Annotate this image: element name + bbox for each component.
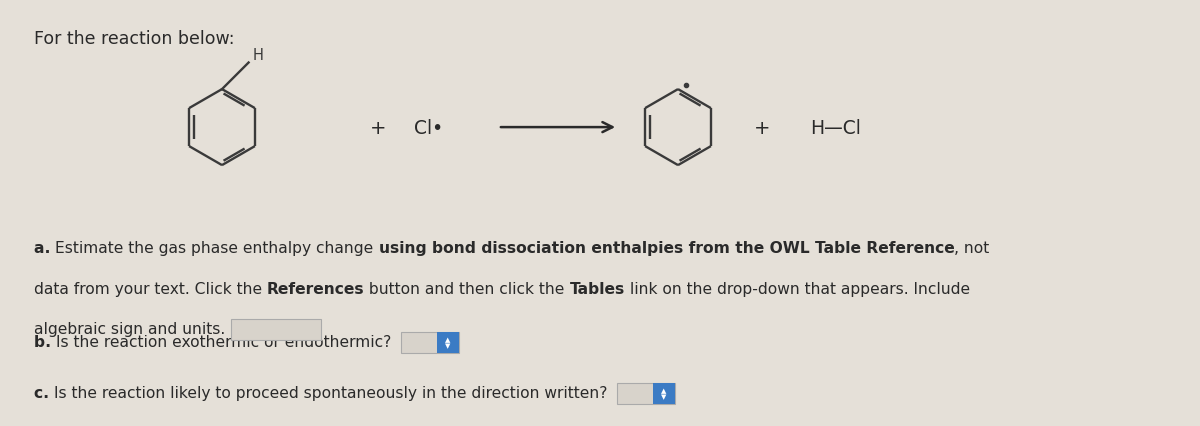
Text: Tables: Tables	[570, 281, 625, 296]
Text: For the reaction below:: For the reaction below:	[34, 30, 234, 48]
Text: algebraic sign and units.: algebraic sign and units.	[34, 322, 224, 337]
Text: link on the drop-down that appears. Include: link on the drop-down that appears. Incl…	[625, 281, 970, 296]
Text: a.: a.	[34, 241, 55, 256]
Bar	[437, 332, 458, 353]
Text: H: H	[253, 48, 264, 63]
Text: Is the reaction likely to proceed spontaneously in the direction written?: Is the reaction likely to proceed sponta…	[54, 386, 607, 400]
Text: c.: c.	[34, 386, 54, 400]
Bar	[230, 320, 320, 340]
Text: H—Cl: H—Cl	[810, 118, 860, 137]
Text: ▲
▼: ▲ ▼	[661, 388, 666, 400]
Text: References: References	[266, 281, 365, 296]
Text: Cl•: Cl•	[414, 118, 443, 137]
Text: b.: b.	[34, 334, 56, 349]
Text: Estimate the gas phase enthalpy change: Estimate the gas phase enthalpy change	[55, 241, 379, 256]
Bar	[401, 332, 458, 353]
Text: , not: , not	[954, 241, 990, 256]
Text: button and then click the: button and then click the	[365, 281, 570, 296]
Text: using bond dissociation enthalpies from the OWL Table Reference: using bond dissociation enthalpies from …	[379, 241, 954, 256]
Bar	[617, 383, 674, 404]
Text: data from your text. Click the: data from your text. Click the	[34, 281, 266, 296]
Text: +: +	[754, 118, 770, 137]
Bar	[653, 383, 674, 404]
Text: +: +	[370, 118, 386, 137]
Text: ▲
▼: ▲ ▼	[445, 337, 450, 348]
Text: Is the reaction exothermic or endothermic?: Is the reaction exothermic or endothermi…	[56, 334, 391, 349]
